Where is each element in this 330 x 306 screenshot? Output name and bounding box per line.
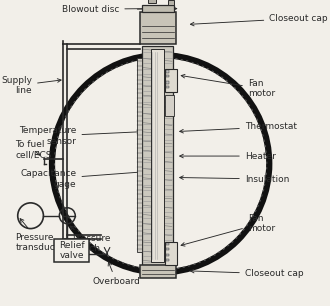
Bar [165, 69, 178, 92]
Bar [166, 86, 169, 88]
Bar [142, 5, 174, 12]
Bar [166, 243, 169, 245]
Bar [54, 239, 89, 262]
Text: Closeout cap: Closeout cap [190, 14, 328, 26]
Bar [166, 81, 169, 84]
Bar [140, 12, 176, 44]
Text: Blowout disc: Blowout disc [62, 5, 149, 14]
Text: Fan
motor: Fan motor [181, 214, 275, 246]
Text: Temperature
sensor: Temperature sensor [19, 126, 141, 146]
Bar [151, 49, 164, 262]
Text: Relief
valve: Relief valve [59, 241, 84, 260]
Text: Thermostat: Thermostat [180, 122, 297, 133]
Bar [142, 46, 173, 265]
Bar [166, 248, 169, 250]
Bar [166, 259, 169, 261]
Text: Supply
line: Supply line [1, 76, 61, 95]
Bar [166, 75, 169, 77]
Text: Overboard: Overboard [92, 262, 140, 286]
Bar [168, 0, 174, 5]
Bar [165, 95, 174, 116]
Text: Fan
motor: Fan motor [181, 74, 275, 99]
Text: Insulation: Insulation [180, 174, 289, 184]
Text: To fuel
cell/ECS: To fuel cell/ECS [15, 140, 52, 160]
Text: Pressure
transducer: Pressure transducer [15, 219, 64, 252]
Text: Closeout cap: Closeout cap [190, 269, 303, 278]
Text: Pressure
switch: Pressure switch [70, 226, 111, 253]
Bar [148, 0, 156, 3]
Bar [166, 70, 169, 73]
Bar [140, 265, 176, 278]
Text: Capacitance
gage: Capacitance gage [20, 169, 146, 189]
Bar [137, 58, 142, 252]
Bar [165, 242, 178, 265]
Bar [166, 254, 169, 256]
Text: Heater: Heater [180, 151, 276, 161]
